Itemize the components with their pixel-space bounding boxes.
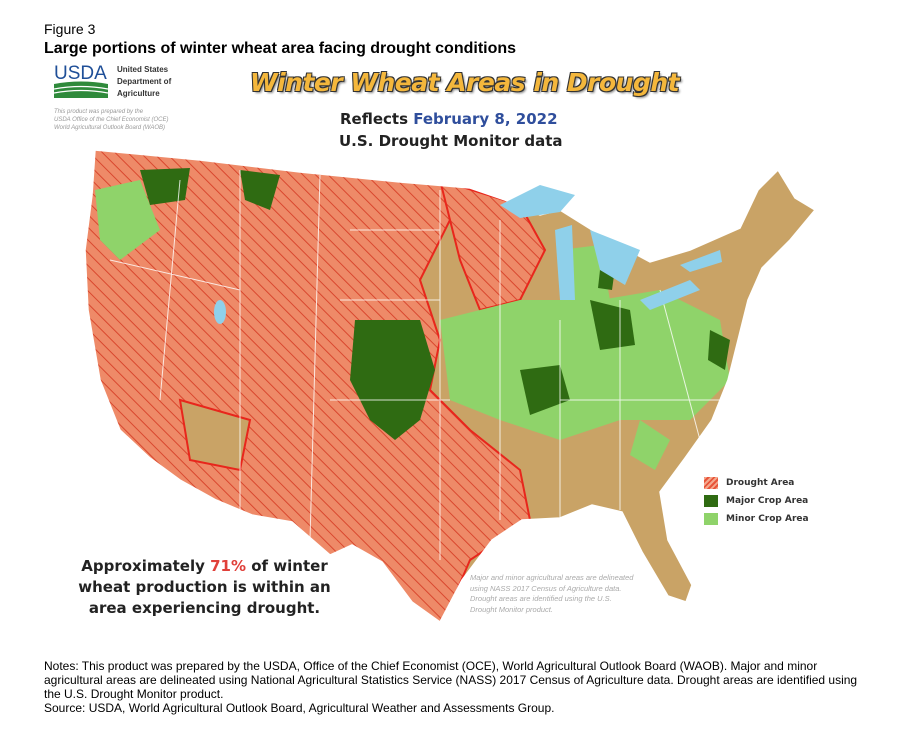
state-borders [109, 170, 720, 560]
legend-item-minor: Minor Crop Area [704, 510, 809, 528]
summary-before: Approximately [81, 557, 211, 575]
map-legend: Drought Area Major Crop Area Minor Crop … [704, 474, 809, 528]
usda-org-name: United States Department of Agriculture [117, 65, 172, 98]
legend-label: Major Crop Area [726, 496, 809, 506]
reflects-prefix: Reflects [340, 110, 409, 128]
notes-text: Notes: This product was prepared by the … [44, 659, 858, 701]
prepared-note: This product was prepared by the USDA Of… [54, 109, 169, 131]
source-text: Source: USDA, World Agricultural Outlook… [44, 701, 555, 715]
legend-item-major: Major Crop Area [704, 492, 809, 510]
summary-percent: 71% [210, 557, 247, 575]
map-title: Winter Wheat Areas in Drought [250, 68, 680, 97]
major-crop-swatch [704, 495, 718, 507]
map-note: Major and minor agricultural areas are d… [470, 573, 634, 614]
usda-logo: USDA [54, 63, 108, 98]
figure-label: Figure 3 [44, 21, 96, 37]
legend-label: Minor Crop Area [726, 514, 809, 524]
figure-notes: Notes: This product was prepared by the … [44, 659, 874, 715]
data-source-line: U.S. Drought Monitor data [339, 132, 563, 150]
summary-text: Approximately 71% of winter wheat produc… [62, 556, 347, 619]
major-crop-areas [140, 168, 730, 440]
legend-item-drought: Drought Area [704, 474, 809, 492]
figure-title: Large portions of winter wheat area faci… [44, 40, 517, 57]
legend-label: Drought Area [726, 478, 795, 488]
great-lakes [214, 185, 722, 324]
minor-crop-swatch [704, 513, 718, 525]
drought-swatch [704, 477, 718, 489]
reflects-line: Reflects February 8, 2022 [340, 110, 558, 128]
summary-after: of winter wheat production is within an … [78, 557, 331, 617]
reflects-date: February 8, 2022 [413, 110, 558, 128]
svg-text:USDA: USDA [54, 63, 107, 84]
